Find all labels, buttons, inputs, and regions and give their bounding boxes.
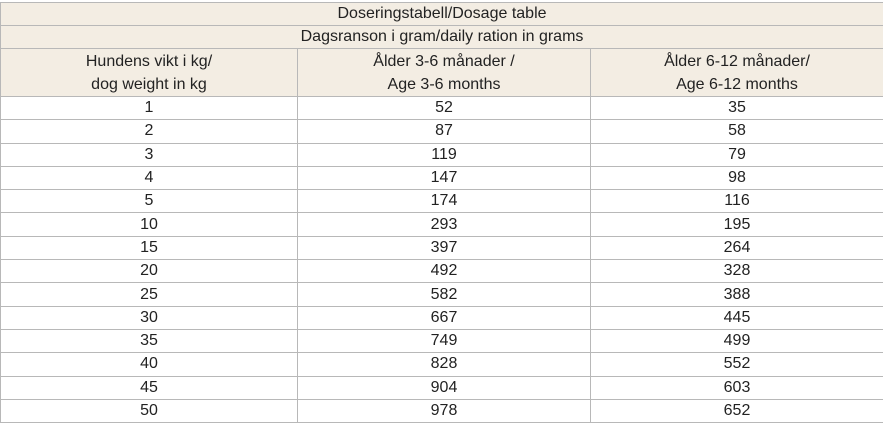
table-row: 4 147 98 [0, 165, 883, 191]
table-cell: 35 [0, 328, 298, 354]
column-header-line: Age 6-12 months [676, 75, 798, 93]
table-cell: 582 [297, 282, 591, 307]
table-cell: 50 [0, 398, 298, 423]
table-cell: 25 [0, 282, 298, 307]
table-cell: 87 [297, 119, 591, 144]
table-cell: 58 [589, 119, 883, 144]
table-cell: 35 [589, 95, 883, 121]
table-cell: 828 [297, 352, 591, 377]
table-subtitle: Dagsranson i gram/daily ration in grams [0, 25, 883, 49]
table-cell: 293 [297, 212, 591, 237]
table-cell: 40 [0, 352, 298, 377]
table-cell: 652 [589, 398, 883, 423]
table-cell: 45 [0, 375, 298, 400]
table-cell: 98 [589, 165, 883, 191]
column-header: Hundens vikt i kg/dog weight in kg [0, 48, 298, 97]
column-header: Ålder 6-12 månader/Age 6-12 months [589, 48, 883, 97]
table-cell: 603 [589, 375, 883, 400]
table-cell: 1 [0, 95, 298, 121]
table-cell: 147 [297, 165, 591, 191]
table-cell: 445 [589, 305, 883, 330]
table-row: 20 492 328 [0, 259, 883, 284]
table-cell: 2 [0, 119, 298, 144]
table-row: 10 293 195 [0, 212, 883, 237]
table-row: 5 174 116 [0, 189, 883, 214]
table-row: 35 749 499 [0, 328, 883, 354]
table-cell: 10 [0, 212, 298, 237]
table-row: 40 828 552 [0, 352, 883, 377]
table-row: 50 978 652 [0, 398, 883, 423]
column-header-line: Hundens vikt i kg/ [85, 52, 213, 70]
table-row: 30 667 445 [0, 305, 883, 330]
table-cell: 264 [589, 235, 883, 261]
table-cell: 79 [589, 142, 883, 167]
column-header-line: Ålder 3-6 månader / [373, 52, 515, 70]
table-cell: 5 [0, 189, 298, 214]
table-cell: 4 [0, 165, 298, 191]
column-header-line: dog weight in kg [91, 75, 207, 93]
table-cell: 20 [0, 259, 298, 284]
table-cell: 30 [0, 305, 298, 330]
table-cell: 499 [589, 328, 883, 354]
table-cell: 116 [589, 189, 883, 214]
table-row: 15 397 264 [0, 235, 883, 261]
table-cell: 195 [589, 212, 883, 237]
table-cell: 552 [589, 352, 883, 377]
table-cell: 119 [297, 142, 591, 167]
table-row: 45 904 603 [0, 375, 883, 400]
table-cell: 978 [297, 398, 591, 423]
table-cell: 749 [297, 328, 591, 354]
table-cell: 328 [589, 259, 883, 284]
table-cell: 492 [297, 259, 591, 284]
column-header-row: Hundens vikt i kg/dog weight in kg Ålder … [0, 48, 883, 97]
table-body: 1 52 35 2 87 58 3 119 79 4 147 98 5 174 116 10 293 195 15 3… [0, 95, 883, 423]
column-header-line: Ålder 6-12 månader/ [664, 52, 810, 70]
table-cell: 904 [297, 375, 591, 400]
table-title: Doseringstabell/Dosage table [0, 2, 883, 26]
table-cell: 3 [0, 142, 298, 167]
table-cell: 388 [589, 282, 883, 307]
table-row: 25 582 388 [0, 282, 883, 307]
table-cell: 15 [0, 235, 298, 261]
table-row: 1 52 35 [0, 95, 883, 121]
table-cell: 397 [297, 235, 591, 261]
table-cell: 667 [297, 305, 591, 330]
column-header: Ålder 3-6 månader / Age 3-6 months [297, 48, 591, 97]
table-cell: 174 [297, 189, 591, 214]
table-row: 2 87 58 [0, 119, 883, 144]
table-cell: 52 [297, 95, 591, 121]
column-header-line: Age 3-6 months [387, 75, 501, 93]
table-row: 3 119 79 [0, 142, 883, 167]
